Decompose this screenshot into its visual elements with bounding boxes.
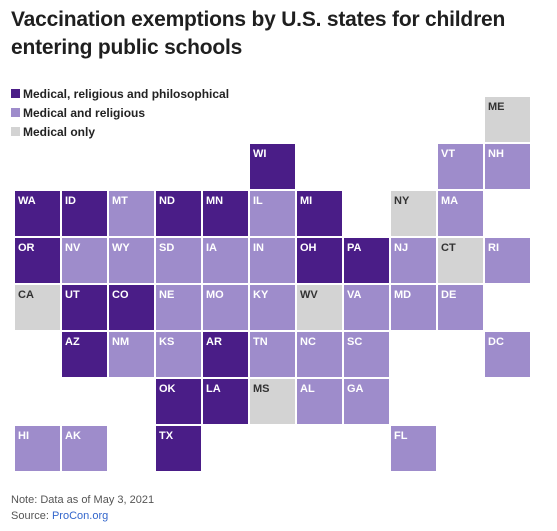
state-tile-co: CO	[109, 285, 154, 330]
state-tile-in: IN	[250, 238, 295, 283]
state-tile-nd: ND	[156, 191, 201, 236]
state-tile-pa: PA	[344, 238, 389, 283]
state-tile-fl: FL	[391, 426, 436, 471]
state-tile-wa: WA	[15, 191, 60, 236]
state-tile-la: LA	[203, 379, 248, 424]
state-tile-mo: MO	[203, 285, 248, 330]
state-tile-tn: TN	[250, 332, 295, 377]
footer-note: Note: Data as of May 3, 2021	[11, 494, 155, 506]
footer: Note: Data as of May 3, 2021 Source: Pro…	[11, 492, 154, 524]
state-tile-mt: MT	[109, 191, 154, 236]
state-tile-al: AL	[297, 379, 342, 424]
state-tile-nh: NH	[485, 144, 530, 189]
state-tile-va: VA	[344, 285, 389, 330]
state-tile-az: AZ	[62, 332, 107, 377]
state-tile-sc: SC	[344, 332, 389, 377]
state-tile-dc: DC	[485, 332, 530, 377]
state-tile-id: ID	[62, 191, 107, 236]
legend-label-mr: Medical and religious	[23, 105, 146, 120]
state-tile-ak: AK	[62, 426, 107, 471]
legend-item-m: Medical only	[11, 122, 229, 141]
state-tile-ia: IA	[203, 238, 248, 283]
legend-item-mrp: Medical, religious and philosophical	[11, 84, 229, 103]
state-tile-ut: UT	[62, 285, 107, 330]
state-tile-me: ME	[485, 97, 530, 142]
state-tile-ks: KS	[156, 332, 201, 377]
legend-swatch-mrp	[11, 89, 20, 98]
state-tile-ca: CA	[15, 285, 60, 330]
state-tile-ny: NY	[391, 191, 436, 236]
state-tile-il: IL	[250, 191, 295, 236]
state-tile-de: DE	[438, 285, 483, 330]
state-tile-mi: MI	[297, 191, 342, 236]
state-tile-hi: HI	[15, 426, 60, 471]
state-tile-oh: OH	[297, 238, 342, 283]
state-tile-mn: MN	[203, 191, 248, 236]
state-tile-ga: GA	[344, 379, 389, 424]
state-tile-md: MD	[391, 285, 436, 330]
state-tile-ky: KY	[250, 285, 295, 330]
state-tile-ma: MA	[438, 191, 483, 236]
state-tile-ar: AR	[203, 332, 248, 377]
source-label: Source:	[11, 510, 52, 522]
state-tile-ne: NE	[156, 285, 201, 330]
state-tile-wi: WI	[250, 144, 295, 189]
chart-title: Vaccination exemptions by U.S. states fo…	[11, 8, 506, 59]
legend-swatch-mr	[11, 108, 20, 117]
source-link[interactable]: ProCon.org	[51, 510, 109, 522]
legend-label-mrp: Medical, religious and philosophical	[23, 86, 230, 101]
state-tile-ms: MS	[250, 379, 295, 424]
legend-label-m: Medical only	[23, 124, 96, 139]
legend-item-mr: Medical and religious	[11, 103, 229, 122]
state-tile-tx: TX	[156, 426, 201, 471]
state-tile-vt: VT	[438, 144, 483, 189]
state-tile-wv: WV	[297, 285, 342, 330]
state-tile-sd: SD	[156, 238, 201, 283]
state-tile-nv: NV	[62, 238, 107, 283]
legend: Medical, religious and philosophical Med…	[11, 84, 229, 141]
state-tile-ct: CT	[438, 238, 483, 283]
state-tile-or: OR	[15, 238, 60, 283]
state-tile-nj: NJ	[391, 238, 436, 283]
legend-swatch-m	[11, 127, 20, 136]
footer-source: Source: ProCon.org	[11, 508, 154, 524]
state-tile-ok: OK	[156, 379, 201, 424]
state-tile-nc: NC	[297, 332, 342, 377]
state-tile-wy: WY	[109, 238, 154, 283]
state-tile-nm: NM	[109, 332, 154, 377]
state-tile-ri: RI	[485, 238, 530, 283]
